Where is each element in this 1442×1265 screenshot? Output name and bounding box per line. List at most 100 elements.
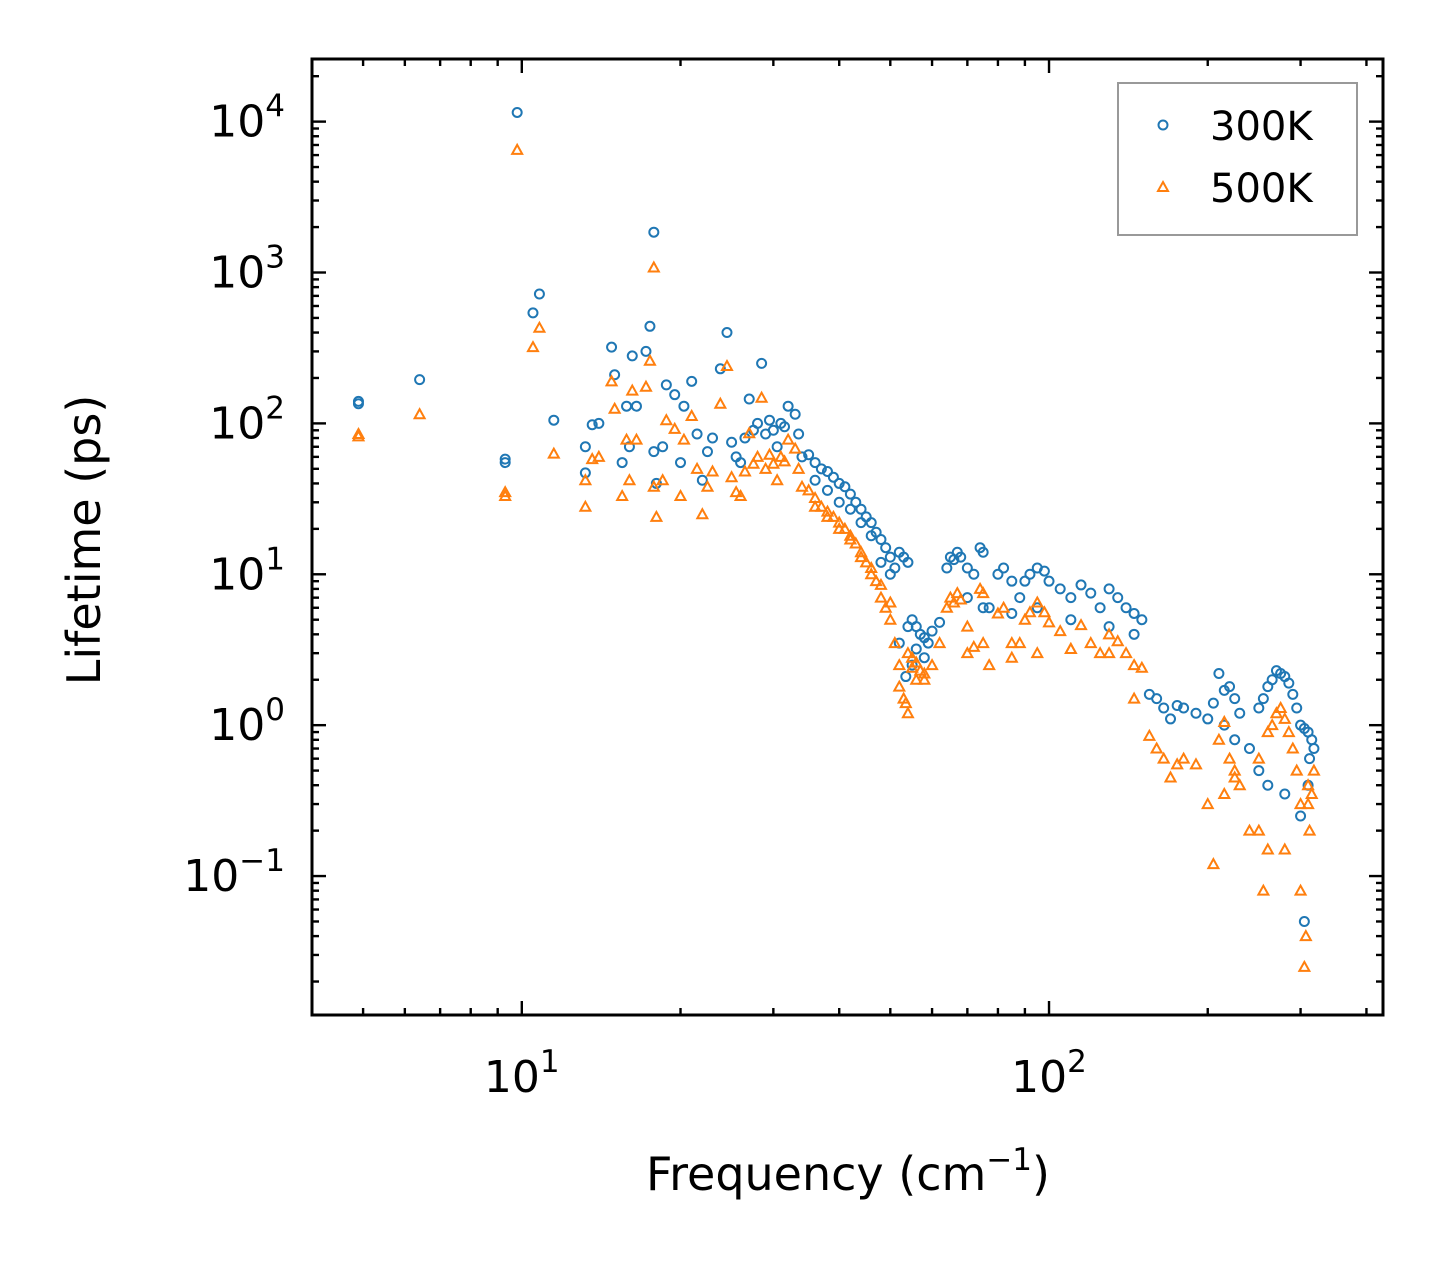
data-point: [578, 499, 593, 512]
data-point: [1229, 693, 1241, 705]
data-point: [1171, 700, 1183, 712]
data-point: [733, 488, 748, 502]
data-point: [906, 659, 918, 671]
data-point: [955, 551, 967, 563]
data-point: [738, 464, 752, 477]
data-point: [910, 643, 922, 655]
data-point: [707, 432, 719, 444]
data-point: [820, 504, 835, 517]
data-point: [1014, 592, 1026, 604]
data-point: [880, 542, 892, 554]
data-point: [864, 560, 878, 574]
data-point: [815, 463, 827, 475]
data-point: [1233, 778, 1247, 791]
data-point: [1176, 751, 1191, 764]
data-point: [499, 453, 511, 465]
data-point: [905, 660, 919, 673]
data-point: [1005, 636, 1019, 649]
x-tick-label-base: 10: [1011, 1052, 1067, 1103]
data-point: [1042, 615, 1056, 628]
data-point: [622, 473, 637, 486]
data-point: [779, 421, 791, 433]
data-point: [619, 432, 634, 445]
data-point: [983, 602, 995, 614]
data-point: [1282, 725, 1296, 738]
data-point: [1163, 770, 1178, 783]
x-axis-label-exponent: −1: [986, 1142, 1032, 1178]
data-point: [1031, 602, 1043, 614]
data-point: [1149, 741, 1164, 754]
data-point: [729, 485, 743, 498]
data-point: [869, 574, 883, 587]
data-point: [793, 428, 805, 440]
data-point: [1023, 605, 1037, 618]
data-point: [941, 562, 953, 574]
data-point: [578, 473, 593, 486]
data-point: [874, 577, 888, 590]
data-point: [976, 636, 990, 649]
data-point: [1006, 607, 1018, 619]
data-point: [1127, 658, 1141, 671]
data-point: [1261, 725, 1275, 738]
data-point: [660, 379, 672, 391]
data-point: [713, 396, 728, 409]
data-point: [839, 481, 851, 493]
data-point: [644, 320, 656, 332]
data-point: [1299, 929, 1313, 942]
data-point: [1019, 575, 1031, 587]
data-point: [833, 477, 845, 489]
data-point: [809, 474, 821, 486]
data-point: [1030, 595, 1044, 608]
y-tick-label: 100: [209, 692, 285, 751]
data-point: [616, 457, 628, 469]
plot-frame: [310, 57, 1385, 1017]
data-point: [532, 320, 547, 333]
data-point: [1037, 605, 1052, 618]
y-tick-label: 103: [209, 240, 285, 299]
legend: 300K 500K: [1117, 82, 1358, 236]
data-point: [1265, 718, 1279, 731]
data-point: [888, 636, 902, 649]
data-point: [752, 417, 764, 429]
data-point: [1085, 587, 1097, 599]
data-point: [766, 456, 781, 469]
data-point: [714, 363, 726, 375]
x-tick-label: 102: [1011, 1044, 1087, 1103]
data-point: [675, 457, 687, 469]
data-point: [781, 432, 795, 445]
data-point: [925, 658, 939, 671]
data-point: [609, 369, 621, 381]
data-point: [1065, 592, 1077, 604]
data-point: [1291, 702, 1303, 714]
data-point: [701, 446, 713, 458]
legend-marker-500k: [1156, 179, 1170, 192]
y-tick-label-exponent: 3: [265, 240, 285, 276]
data-point: [992, 568, 1004, 580]
data-point: [1054, 583, 1066, 595]
data-point: [864, 567, 878, 580]
x-tick-label: 101: [484, 1044, 560, 1103]
data-point: [960, 646, 975, 659]
y-tick-label-base: 10: [209, 248, 265, 299]
data-point: [814, 499, 829, 512]
data-point: [899, 696, 913, 709]
data-point: [865, 530, 877, 542]
data-point: [606, 341, 618, 353]
data-point: [883, 595, 898, 608]
y-tick-label-exponent: −1: [239, 843, 285, 879]
data-point: [1103, 583, 1115, 595]
data-point: [918, 652, 930, 664]
data-point: [1102, 627, 1116, 640]
data-point: [1253, 702, 1265, 714]
data-point: [771, 441, 783, 453]
data-point: [770, 473, 784, 486]
data-point: [902, 621, 914, 633]
data-point: [1094, 602, 1106, 614]
data-point: [498, 485, 512, 498]
data-point: [686, 375, 698, 387]
data-point: [592, 449, 606, 462]
data-point: [788, 441, 802, 454]
y-tick-label: 104: [209, 89, 285, 148]
data-point: [1206, 857, 1221, 870]
